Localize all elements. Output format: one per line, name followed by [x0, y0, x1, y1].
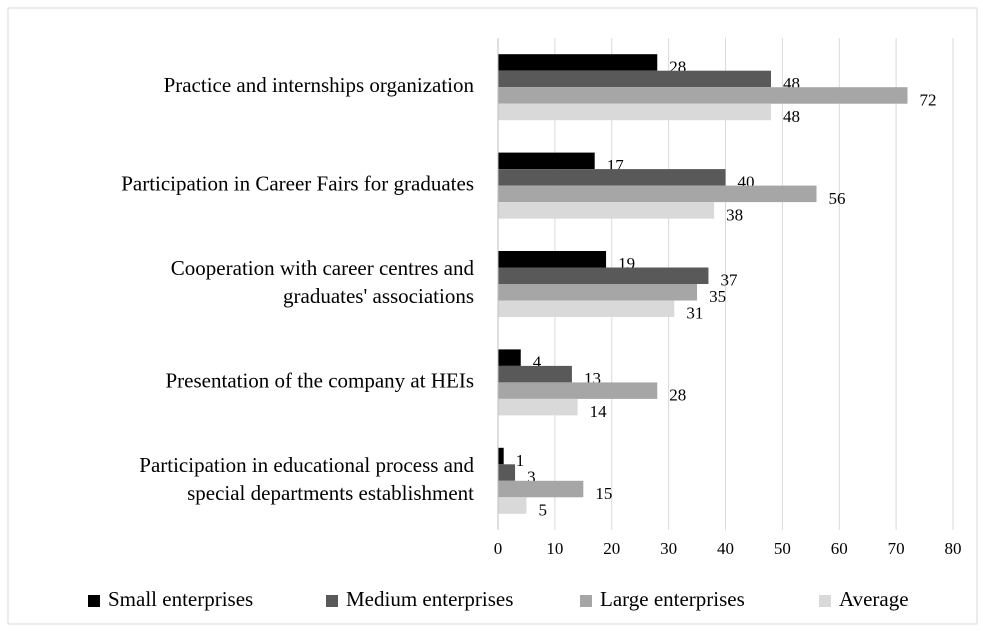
category-label: Participation in educational process and… [139, 453, 474, 505]
data-label: 72 [920, 90, 937, 109]
legend-label: Average [839, 587, 909, 611]
bar [498, 497, 527, 514]
bar [498, 70, 771, 88]
data-label: 38 [726, 205, 743, 224]
data-label: 28 [669, 386, 686, 405]
bar [498, 152, 595, 170]
bar [498, 185, 817, 203]
x-tick-label: 20 [603, 539, 620, 558]
data-label: 14 [590, 402, 608, 421]
data-label: 15 [595, 484, 612, 503]
bar [498, 398, 578, 416]
x-tick-label: 40 [717, 539, 734, 558]
data-label: 56 [829, 189, 846, 208]
data-label: 3 [527, 467, 536, 486]
bar [498, 251, 607, 268]
data-label: 37 [720, 271, 738, 290]
bar [498, 87, 908, 104]
chart-frame [7, 7, 978, 625]
legend-swatch [88, 595, 100, 607]
legend-swatch [819, 595, 831, 607]
x-tick-label: 60 [831, 539, 848, 558]
category-label: Participation in Career Fairs for gradua… [121, 171, 474, 195]
bar [498, 267, 709, 284]
bar [498, 349, 521, 366]
x-tick-label: 0 [494, 539, 503, 558]
legend-label: Medium enterprises [346, 587, 513, 611]
x-tick-label: 30 [660, 539, 677, 558]
x-tick-label: 50 [774, 539, 791, 558]
bar [498, 169, 726, 186]
x-tick-label: 70 [888, 539, 905, 558]
bar [498, 365, 572, 383]
x-tick-label: 80 [945, 539, 962, 558]
legend-swatch [580, 595, 592, 607]
bar [498, 447, 504, 465]
category-label: Presentation of the company at HEIs [166, 368, 475, 392]
legend-label: Large enterprises [600, 587, 745, 611]
category-label: Cooperation with career centres and gradu… [171, 256, 475, 308]
x-tick-label: 10 [546, 539, 563, 558]
bar [498, 464, 516, 481]
bar [498, 300, 675, 317]
bar [498, 284, 698, 301]
data-label: 1 [516, 451, 525, 470]
category-label: Practice and internships organization [164, 73, 475, 97]
data-label: 4 [533, 353, 542, 372]
legend-label: Small enterprises [108, 587, 253, 611]
bar [498, 480, 584, 498]
data-label: 48 [783, 107, 800, 126]
data-label: 35 [709, 287, 726, 306]
bar [498, 103, 771, 121]
data-label: 5 [538, 500, 547, 519]
bar [498, 54, 658, 71]
bar [498, 382, 658, 399]
data-label: 31 [686, 304, 703, 323]
bar [498, 202, 715, 219]
legend-swatch [326, 595, 338, 607]
